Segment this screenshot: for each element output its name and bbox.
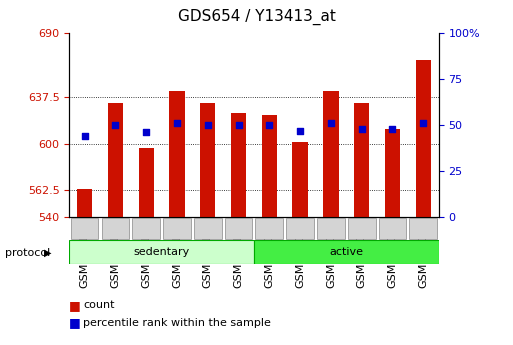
Bar <box>225 218 252 239</box>
Bar <box>163 218 191 239</box>
Text: sedentary: sedentary <box>133 247 190 257</box>
Bar <box>139 148 154 217</box>
Point <box>265 122 273 128</box>
Bar <box>317 218 345 239</box>
Bar <box>348 218 376 239</box>
Bar <box>255 218 283 239</box>
Bar <box>286 218 314 239</box>
Bar <box>409 218 437 239</box>
Bar <box>379 218 406 239</box>
Bar <box>254 240 439 264</box>
Point <box>111 122 120 128</box>
Bar <box>262 115 277 217</box>
Point <box>419 120 427 126</box>
Text: active: active <box>329 247 363 257</box>
Bar <box>231 113 246 217</box>
Bar <box>416 60 431 217</box>
Text: ■: ■ <box>69 299 81 312</box>
Point <box>358 126 366 131</box>
Text: GDS654 / Y13413_at: GDS654 / Y13413_at <box>177 9 336 25</box>
Bar <box>292 142 308 217</box>
Bar <box>77 189 92 217</box>
Point <box>234 122 243 128</box>
Point <box>204 122 212 128</box>
Bar <box>194 218 222 239</box>
Bar <box>354 103 369 217</box>
Point <box>327 120 335 126</box>
Bar <box>200 103 215 217</box>
Text: ■: ■ <box>69 316 81 329</box>
Bar <box>385 129 400 217</box>
Bar <box>71 218 98 239</box>
Bar <box>169 91 185 217</box>
Point <box>296 128 304 134</box>
Point <box>81 134 89 139</box>
Point <box>388 126 397 131</box>
Point <box>173 120 181 126</box>
Bar <box>323 91 339 217</box>
Bar <box>132 218 160 239</box>
Text: ▶: ▶ <box>44 248 51 257</box>
Bar <box>69 240 254 264</box>
Point <box>142 130 150 135</box>
Bar <box>108 103 123 217</box>
Bar <box>102 218 129 239</box>
Text: count: count <box>83 300 114 310</box>
Text: protocol: protocol <box>5 248 50 257</box>
Text: percentile rank within the sample: percentile rank within the sample <box>83 318 271 327</box>
